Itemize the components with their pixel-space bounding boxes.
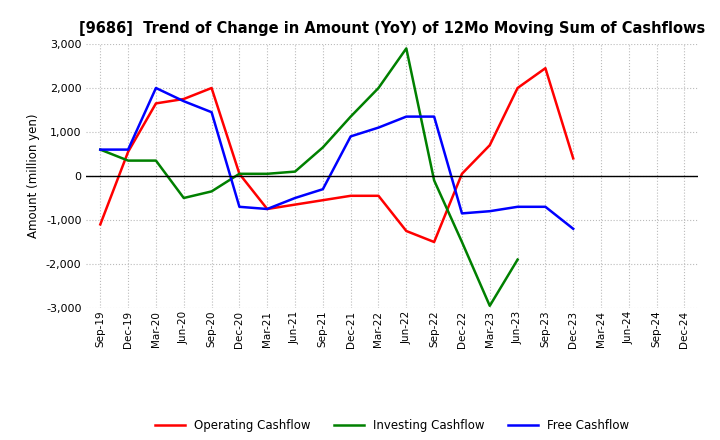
Free Cashflow xyxy=(179,99,188,104)
Operating Cashflow xyxy=(374,193,383,198)
Operating Cashflow xyxy=(402,228,410,234)
Operating Cashflow xyxy=(152,101,161,106)
Investing Cashflow xyxy=(430,178,438,183)
Investing Cashflow xyxy=(179,195,188,201)
Operating Cashflow xyxy=(458,171,467,176)
Investing Cashflow xyxy=(124,158,132,163)
Free Cashflow xyxy=(569,226,577,231)
Operating Cashflow xyxy=(485,143,494,148)
Free Cashflow xyxy=(541,204,550,209)
Y-axis label: Amount (million yen): Amount (million yen) xyxy=(27,114,40,238)
Investing Cashflow xyxy=(96,147,104,152)
Operating Cashflow xyxy=(96,222,104,227)
Investing Cashflow xyxy=(485,303,494,308)
Operating Cashflow xyxy=(430,239,438,245)
Operating Cashflow xyxy=(235,171,243,176)
Operating Cashflow xyxy=(513,85,522,91)
Investing Cashflow xyxy=(291,169,300,174)
Free Cashflow xyxy=(291,195,300,201)
Free Cashflow xyxy=(207,110,216,115)
Title: [9686]  Trend of Change in Amount (YoY) of 12Mo Moving Sum of Cashflows: [9686] Trend of Change in Amount (YoY) o… xyxy=(79,21,706,36)
Free Cashflow xyxy=(513,204,522,209)
Investing Cashflow xyxy=(513,257,522,262)
Free Cashflow xyxy=(152,85,161,91)
Line: Free Cashflow: Free Cashflow xyxy=(100,88,573,229)
Operating Cashflow xyxy=(346,193,355,198)
Free Cashflow xyxy=(374,125,383,130)
Investing Cashflow xyxy=(346,114,355,119)
Free Cashflow xyxy=(346,134,355,139)
Free Cashflow xyxy=(124,147,132,152)
Investing Cashflow xyxy=(263,171,271,176)
Free Cashflow xyxy=(235,204,243,209)
Investing Cashflow xyxy=(207,189,216,194)
Operating Cashflow xyxy=(318,198,327,203)
Operating Cashflow xyxy=(569,156,577,161)
Operating Cashflow xyxy=(291,202,300,207)
Operating Cashflow xyxy=(179,96,188,102)
Free Cashflow xyxy=(402,114,410,119)
Line: Investing Cashflow: Investing Cashflow xyxy=(100,48,518,306)
Free Cashflow xyxy=(96,147,104,152)
Free Cashflow xyxy=(458,211,467,216)
Investing Cashflow xyxy=(318,145,327,150)
Free Cashflow xyxy=(318,187,327,192)
Investing Cashflow xyxy=(458,239,467,245)
Line: Operating Cashflow: Operating Cashflow xyxy=(100,68,573,242)
Legend: Operating Cashflow, Investing Cashflow, Free Cashflow: Operating Cashflow, Investing Cashflow, … xyxy=(150,414,634,436)
Operating Cashflow xyxy=(263,206,271,212)
Free Cashflow xyxy=(430,114,438,119)
Investing Cashflow xyxy=(235,171,243,176)
Operating Cashflow xyxy=(124,149,132,154)
Free Cashflow xyxy=(485,209,494,214)
Investing Cashflow xyxy=(374,85,383,91)
Investing Cashflow xyxy=(402,46,410,51)
Operating Cashflow xyxy=(207,85,216,91)
Free Cashflow xyxy=(263,206,271,212)
Operating Cashflow xyxy=(541,66,550,71)
Investing Cashflow xyxy=(152,158,161,163)
